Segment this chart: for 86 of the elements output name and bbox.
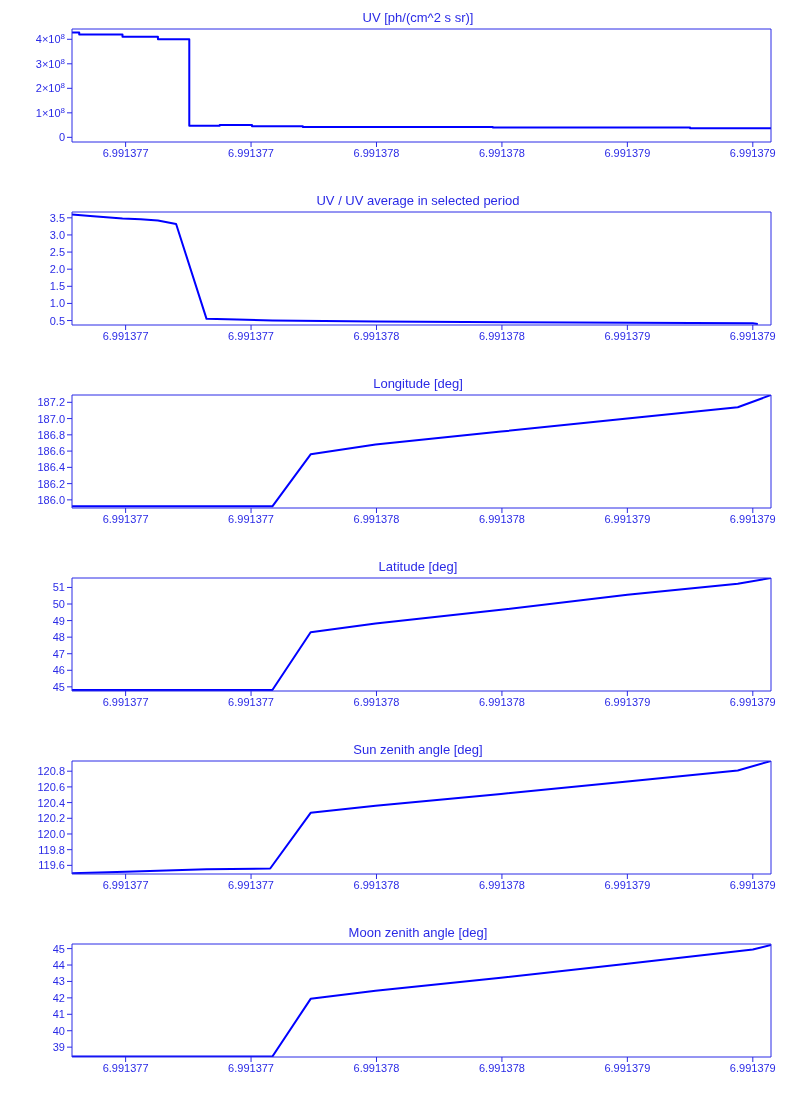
y-tick-label: 48	[52, 631, 65, 644]
y-tick-label: 42	[52, 991, 65, 1004]
y-tick-label: 120.6	[37, 780, 65, 793]
chart-title: Sun zenith angle [deg]	[352, 742, 484, 757]
x-tick-label: 6.991379	[729, 512, 776, 525]
chart-title: UV [ph/(cm^2 s sr)]	[361, 10, 475, 25]
x-tick-label: 6.991379	[729, 878, 776, 891]
y-tick-label: 2.5	[49, 246, 65, 259]
y-tick-label: 186.6	[37, 445, 65, 458]
x-tick-label: 6.991377	[102, 512, 149, 525]
x-tick-label: 6.991379	[604, 1061, 651, 1074]
line-series	[72, 395, 771, 508]
x-tick-label: 6.991379	[604, 878, 651, 891]
x-tick-label: 6.991378	[353, 512, 400, 525]
y-tick-label: 186.2	[37, 477, 65, 490]
x-tick-label: 6.991379	[604, 695, 651, 708]
y-tick-label: 51	[52, 581, 65, 594]
x-tick-label: 6.991378	[478, 329, 525, 342]
chart-title: Moon zenith angle [deg]	[347, 925, 489, 940]
x-tick-label: 6.991378	[478, 1061, 525, 1074]
y-tick-label: 2×10$^{8}$	[35, 80, 66, 95]
line-series	[72, 761, 771, 874]
x-tick-label: 6.991377	[102, 1061, 149, 1074]
y-tick-label: 45	[52, 680, 65, 693]
x-tick-label: 6.991378	[478, 878, 525, 891]
line-series	[72, 578, 771, 691]
x-tick-label: 6.991379	[729, 1061, 776, 1074]
y-tick-label: 47	[52, 647, 65, 660]
x-tick-label: 6.991377	[228, 878, 275, 891]
y-tick-label: 120.8	[37, 765, 65, 778]
y-tick-label: 41	[52, 1008, 65, 1021]
x-tick-label: 6.991377	[228, 146, 275, 159]
x-tick-label: 6.991377	[228, 329, 275, 342]
y-tick-label: 2.0	[49, 263, 65, 276]
x-tick-label: 6.991379	[604, 146, 651, 159]
chart-title: UV / UV average in selected period	[315, 193, 521, 208]
y-tick-label: 40	[52, 1024, 65, 1037]
x-tick-label: 6.991379	[729, 695, 776, 708]
y-tick-label: 0	[58, 131, 65, 144]
x-tick-label: 6.991377	[102, 878, 149, 891]
y-tick-label: 1×10$^{8}$	[35, 105, 66, 119]
x-tick-label: 6.991379	[604, 512, 651, 525]
x-tick-label: 6.991378	[353, 878, 400, 891]
y-tick-label: 187.2	[37, 396, 65, 409]
y-tick-label: 1.5	[49, 280, 65, 293]
y-tick-label: 43	[52, 975, 65, 988]
x-tick-label: 6.991378	[478, 695, 525, 708]
x-tick-label: 6.991378	[353, 146, 400, 159]
x-tick-label: 6.991377	[102, 695, 149, 708]
x-tick-label: 6.991377	[228, 1061, 275, 1074]
x-tick-label: 6.991378	[353, 695, 400, 708]
y-tick-label: 46	[52, 664, 65, 677]
chart-title: Latitude [deg]	[377, 559, 459, 574]
y-tick-label: 186.8	[37, 428, 65, 441]
x-tick-label: 6.991378	[353, 1061, 400, 1074]
y-tick-label: 120.2	[37, 812, 65, 825]
y-tick-label: 50	[52, 598, 65, 611]
x-tick-label: 6.991379	[729, 146, 776, 159]
y-tick-label: 3.5	[49, 211, 65, 224]
y-tick-label: 44	[52, 959, 65, 972]
y-tick-label: 45	[52, 942, 65, 955]
y-tick-label: 3×10$^{8}$	[35, 56, 66, 70]
y-tick-label: 39	[52, 1041, 65, 1054]
x-tick-label: 6.991377	[228, 512, 275, 525]
x-tick-label: 6.991377	[228, 695, 275, 708]
chart-title: Longitude [deg]	[372, 376, 464, 391]
y-tick-label: 119.8	[38, 843, 65, 856]
x-tick-label: 6.991377	[102, 329, 149, 342]
x-tick-label: 6.991378	[353, 329, 400, 342]
y-tick-label: 4×10$^{8}$	[35, 31, 66, 46]
y-tick-label: 119.6	[38, 859, 65, 872]
y-tick-label: 120.0	[37, 827, 65, 840]
x-tick-label: 6.991378	[478, 146, 525, 159]
y-tick-label: 186.0	[37, 493, 65, 506]
x-tick-label: 6.991379	[604, 329, 651, 342]
x-tick-label: 6.991379	[729, 329, 776, 342]
y-tick-label: 1.0	[49, 297, 65, 310]
x-tick-label: 6.991377	[102, 146, 149, 159]
y-tick-label: 3.0	[49, 228, 65, 241]
y-tick-label: 120.4	[37, 796, 65, 809]
y-tick-label: 0.5	[49, 314, 65, 327]
y-tick-label: 49	[52, 614, 65, 627]
y-tick-label: 187.0	[37, 412, 65, 425]
y-tick-label: 186.4	[37, 461, 65, 474]
line-series	[72, 213, 759, 325]
x-tick-label: 6.991378	[478, 512, 525, 525]
